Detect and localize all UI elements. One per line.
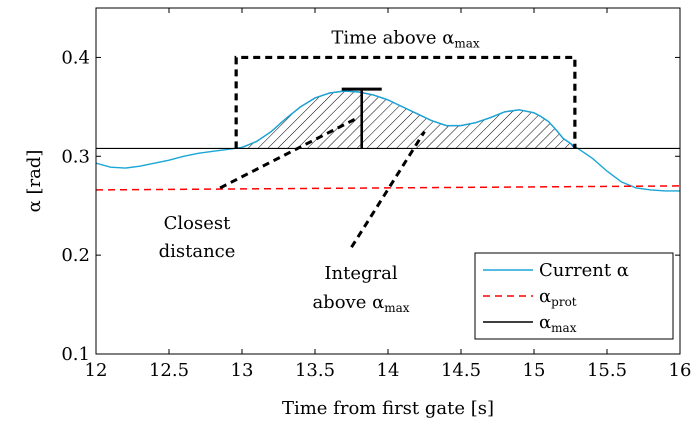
x-tick-label: 14.5 (441, 360, 481, 381)
y-tick-label: 0.2 (61, 245, 90, 266)
x-tick-label: 15 (523, 360, 546, 381)
closest-distance-pointer (219, 117, 357, 190)
closest-distance-label-1: distance (159, 241, 236, 262)
x-axis-label: Time from first gate [s] (282, 398, 494, 419)
y-tick-label: 0.3 (61, 146, 90, 167)
x-tick-label: 13.5 (295, 360, 335, 381)
series-line-1 (96, 185, 680, 191)
x-tick-label: 12 (85, 360, 108, 381)
x-tick-label: 16 (669, 360, 692, 381)
time-above-label: Time above αmax (331, 27, 480, 50)
y-tick-label: 0.1 (61, 344, 90, 365)
legend-box (474, 252, 674, 340)
x-tick-label: 12.5 (149, 360, 189, 381)
integral-label-line1: Integral (324, 263, 397, 284)
legend-label-0: Current α (539, 260, 629, 281)
closest-distance-label-0: Closest (164, 213, 231, 234)
y-axis-label: α [rad] (24, 150, 45, 213)
series-line-0 (96, 90, 680, 192)
x-tick-label: 14 (377, 360, 400, 381)
integral-pointer (350, 130, 426, 249)
integral-hatched-region (236, 91, 575, 149)
integral-label-line2: above αmax (312, 292, 409, 315)
y-tick-label: 0.4 (61, 47, 90, 68)
x-tick-label: 15.5 (587, 360, 627, 381)
x-tick-label: 13 (231, 360, 254, 381)
